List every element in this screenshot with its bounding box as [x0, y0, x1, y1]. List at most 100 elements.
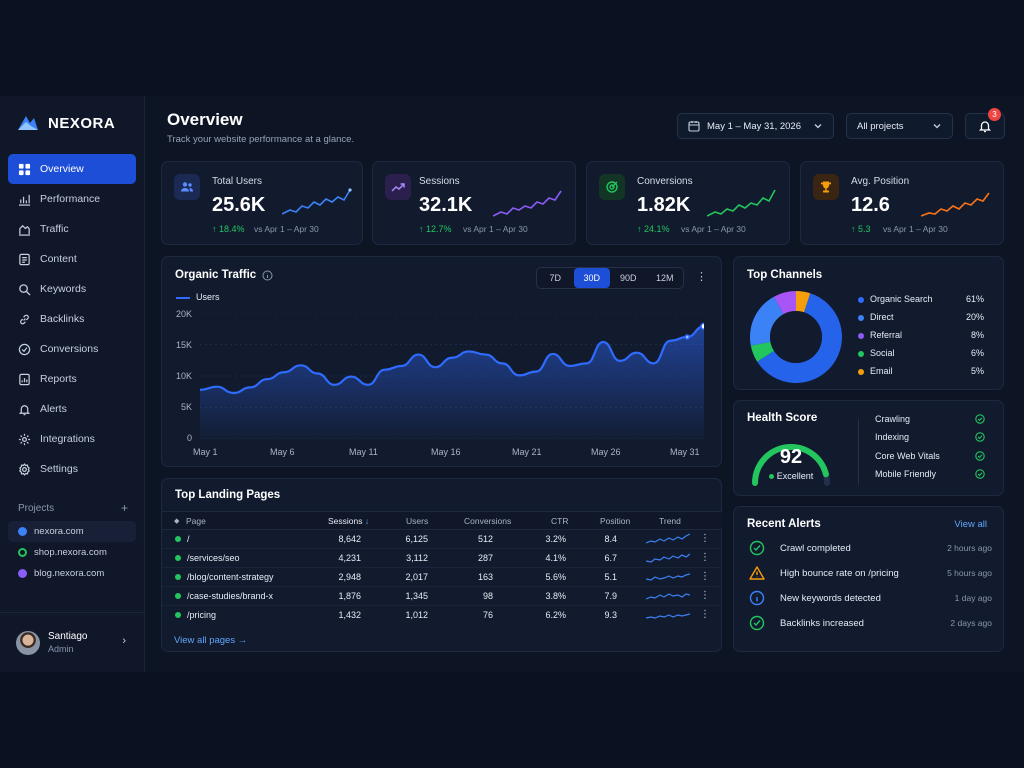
legend-label: Direct: [870, 312, 894, 322]
donut-slice[interactable]: [796, 291, 811, 313]
sidebar-item-traffic[interactable]: Traffic: [8, 214, 136, 244]
cell-users: 1,012: [405, 610, 428, 620]
row-options-icon[interactable]: ⋮: [700, 552, 710, 563]
alert-item[interactable]: Crawl completed 2 hours ago: [749, 540, 992, 558]
range-7d[interactable]: 7D: [549, 273, 561, 283]
check-circle-icon: [749, 615, 765, 631]
add-project-button[interactable]: +: [120, 501, 128, 515]
row-options-icon[interactable]: ⋮: [700, 571, 710, 582]
info-icon[interactable]: [262, 270, 273, 281]
brand-name: NEXORA: [48, 114, 116, 132]
cell-ctr: 6.2%: [545, 610, 566, 620]
project-select[interactable]: All projects: [846, 113, 953, 139]
legend-item-social: Social 6%: [858, 348, 984, 362]
sidebar-item-conversions[interactable]: Conversions: [8, 334, 136, 364]
cell-page[interactable]: /services/seo: [187, 553, 240, 563]
sidebar-item-backlinks[interactable]: Backlinks: [8, 304, 136, 334]
donut-slice[interactable]: [750, 296, 784, 346]
sidebar-item-keywords[interactable]: Keywords: [8, 274, 136, 304]
column-header-sessions[interactable]: Sessions ↓: [328, 516, 369, 526]
user-profile[interactable]: Santiago Admin ›: [0, 612, 144, 672]
cell-page[interactable]: /: [187, 534, 190, 544]
notifications-button[interactable]: 3: [965, 108, 1005, 139]
sidebar-item-content[interactable]: Content: [8, 244, 136, 274]
sidebar-item-integrations[interactable]: Integrations: [8, 424, 136, 454]
table-row[interactable]: /services/seo 4,231 3,112 287 4.1% 6.7 ⋮: [162, 549, 722, 568]
donut-slice[interactable]: [757, 293, 842, 383]
kpi-card-avg-position[interactable]: Avg. Position 12.6 ↑ 5.3 vs Apr 1 – Apr …: [800, 161, 1004, 245]
app-shell: NEXORA Overview Performance Traffic Cont…: [0, 96, 1024, 672]
kpi-card-sessions[interactable]: Sessions 32.1K ↑ 12.7% vs Apr 1 – Apr 30: [372, 161, 576, 245]
alert-item[interactable]: New keywords detected 1 day ago: [749, 590, 992, 608]
donut-slice[interactable]: [773, 291, 796, 315]
area-fill: [200, 326, 704, 439]
y-tick: 0: [186, 433, 192, 443]
sidebar-item-reports[interactable]: Reports: [8, 364, 136, 394]
project-color-dot: [18, 569, 27, 578]
table-row[interactable]: /blog/content-strategy 2,948 2,017 163 5…: [162, 568, 722, 587]
organic-traffic-card: Organic Traffic Users 7D 30D 90D 12M ⋮ 2…: [161, 256, 722, 467]
projects-label: Projects: [18, 503, 55, 514]
sidebar-item-settings[interactable]: Settings: [8, 454, 136, 484]
check-circle-icon: [749, 540, 765, 556]
column-header-ctr[interactable]: CTR: [551, 516, 569, 526]
alert-item[interactable]: Backlinks increased 2 days ago: [749, 615, 992, 633]
date-range-picker[interactable]: May 1 – May 31, 2026: [677, 113, 834, 139]
column-header-conversions[interactable]: Conversions: [464, 516, 512, 526]
project-item-shop[interactable]: shop.nexora.com: [8, 542, 136, 563]
kpi-value: 12.6: [851, 194, 890, 216]
alert-item[interactable]: High bounce rate on /pricing 5 hours ago: [749, 565, 992, 583]
project-item-blog[interactable]: blog.nexora.com: [8, 563, 136, 584]
sidebar-item-alerts[interactable]: Alerts: [8, 394, 136, 424]
view-all-pages-link[interactable]: View all pages →: [174, 635, 247, 646]
legend-item-referral: Referral 8%: [858, 330, 984, 344]
donut-slice[interactable]: [750, 341, 775, 362]
cell-ctr: 3.2%: [545, 534, 566, 544]
sidebar-item-performance[interactable]: Performance: [8, 184, 136, 214]
kpi-card-conversions[interactable]: Conversions 1.82K ↑ 24.1% vs Apr 1 – Apr…: [586, 161, 790, 245]
sidebar-item-label: Alerts: [40, 403, 67, 415]
sidebar-item-label: Traffic: [40, 223, 69, 235]
target-icon: [606, 181, 618, 193]
row-options-icon[interactable]: ⋮: [700, 590, 710, 601]
x-tick: May 11: [349, 447, 378, 457]
cell-page[interactable]: /case-studies/brand-x: [187, 591, 274, 601]
x-tick: May 6: [270, 447, 295, 457]
range-30d[interactable]: 30D: [573, 268, 610, 288]
cell-position: 5.1: [604, 572, 617, 582]
sidebar-item-overview[interactable]: Overview: [8, 154, 136, 184]
brand[interactable]: NEXORA: [16, 112, 115, 134]
range-90d[interactable]: 90D: [619, 273, 637, 283]
avatar: [16, 630, 40, 655]
project-item-nexora[interactable]: nexora.com: [8, 521, 136, 542]
table-row[interactable]: /case-studies/brand-x 1,876 1,345 98 3.8…: [162, 587, 722, 606]
row-options-icon[interactable]: ⋮: [700, 533, 710, 544]
column-header-position[interactable]: Position: [600, 516, 631, 526]
alert-text: Backlinks increased: [780, 618, 864, 629]
gear-icon: [19, 462, 30, 476]
kpi-card-total-users[interactable]: Total Users 25.6K ↑ 18.4% vs Apr 1 – Apr…: [161, 161, 363, 245]
table-row[interactable]: /pricing 1,432 1,012 76 6.2% 9.3 ⋮: [162, 606, 722, 625]
kpi-value: 1.82K: [637, 194, 691, 216]
trend-sparkline: [646, 533, 690, 544]
data-point: [684, 334, 690, 340]
notification-count-badge: 3: [988, 108, 1001, 121]
cell-page[interactable]: /pricing: [187, 610, 217, 620]
more-options-icon[interactable]: ⋮: [696, 271, 707, 283]
legend-value: 8%: [970, 330, 984, 340]
sidebar-item-label: Keywords: [40, 283, 87, 295]
column-header-page[interactable]: Page: [186, 516, 206, 526]
page-subtitle: Track your website performance at a glan…: [167, 134, 355, 145]
legend-dot: [858, 315, 864, 321]
kpi-label: Total Users: [212, 176, 263, 187]
view-all-alerts-link[interactable]: View all: [954, 519, 987, 530]
cell-page[interactable]: /blog/content-strategy: [187, 572, 274, 582]
row-options-icon[interactable]: ⋮: [700, 609, 710, 620]
sidebar-item-label: Content: [40, 253, 77, 265]
kpi-delta: ↑ 24.1%: [637, 224, 670, 234]
search-icon: [19, 283, 31, 296]
table-row[interactable]: / 8,642 6,125 512 3.2% 8.4 ⋮: [162, 530, 722, 549]
column-header-users[interactable]: Users: [406, 516, 429, 526]
range-12m[interactable]: 12M: [655, 273, 674, 283]
kpi-label: Avg. Position: [851, 176, 910, 187]
